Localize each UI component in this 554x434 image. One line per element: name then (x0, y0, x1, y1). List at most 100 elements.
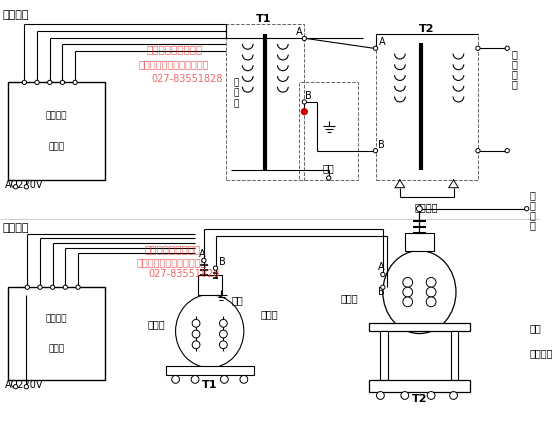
Bar (226, 25, 304, 181)
Text: 输出测量: 输出测量 (46, 314, 68, 322)
Circle shape (450, 391, 458, 399)
Circle shape (76, 286, 80, 289)
Text: B: B (219, 256, 226, 266)
Circle shape (373, 149, 378, 154)
Circle shape (202, 259, 206, 263)
Circle shape (403, 288, 413, 297)
Circle shape (219, 341, 227, 349)
Circle shape (50, 286, 55, 289)
Bar (369, 324, 470, 331)
Circle shape (476, 149, 480, 154)
Text: 控制箱: 控制箱 (49, 142, 65, 151)
Text: 027-83551828: 027-83551828 (148, 268, 220, 278)
Text: 输入端: 输入端 (147, 319, 165, 329)
Circle shape (301, 109, 307, 115)
Circle shape (505, 149, 509, 154)
Text: 测量端: 测量端 (260, 309, 278, 319)
Circle shape (191, 375, 199, 383)
Text: 干式试验变压器厂家: 干式试验变压器厂家 (146, 44, 203, 54)
Bar (8, 83, 105, 181)
Ellipse shape (383, 251, 456, 334)
Circle shape (192, 341, 200, 349)
Circle shape (192, 330, 200, 338)
Circle shape (213, 266, 218, 271)
Circle shape (38, 286, 42, 289)
Text: 原理图：: 原理图： (3, 10, 29, 20)
Text: T2: T2 (419, 23, 434, 33)
Bar (381, 331, 388, 380)
Text: 绝缘支架: 绝缘支架 (530, 348, 553, 358)
Text: B: B (377, 286, 384, 296)
Circle shape (403, 297, 413, 307)
Circle shape (417, 206, 422, 212)
Circle shape (426, 288, 436, 297)
Text: 输出测量: 输出测量 (46, 111, 68, 120)
Text: 接线图：: 接线图： (3, 222, 29, 232)
Text: B: B (378, 139, 385, 149)
Circle shape (35, 81, 39, 85)
Bar (300, 83, 358, 181)
Text: A: A (378, 37, 385, 47)
Circle shape (381, 273, 385, 277)
Bar (8, 288, 105, 380)
Circle shape (377, 391, 384, 399)
Circle shape (426, 278, 436, 288)
Circle shape (426, 297, 436, 307)
Text: 武汉凯迪正大电气有限公司: 武汉凯迪正大电气有限公司 (136, 256, 207, 266)
Circle shape (13, 185, 18, 190)
Text: T1: T1 (202, 379, 218, 389)
Text: 高
压
输
出: 高 压 输 出 (511, 49, 517, 89)
Text: A: A (378, 261, 384, 271)
Text: A: A (296, 26, 302, 36)
Text: 高
压
输
出: 高 压 输 出 (530, 189, 536, 229)
Bar (376, 35, 478, 181)
Circle shape (427, 391, 435, 399)
Circle shape (219, 330, 227, 338)
Text: 控制箱: 控制箱 (49, 343, 65, 352)
Text: AC220V: AC220V (5, 179, 43, 189)
Circle shape (24, 385, 28, 389)
Text: 接地: 接地 (231, 295, 243, 305)
Text: B: B (305, 91, 312, 101)
Circle shape (22, 81, 27, 85)
Circle shape (525, 207, 529, 211)
Circle shape (172, 375, 179, 383)
Circle shape (48, 81, 52, 85)
Text: 测量: 测量 (323, 163, 335, 173)
Circle shape (505, 47, 509, 51)
Circle shape (401, 391, 409, 399)
Circle shape (25, 286, 29, 289)
Text: 托盘: 托盘 (530, 322, 541, 332)
Circle shape (476, 47, 480, 51)
Circle shape (302, 101, 306, 105)
Circle shape (192, 320, 200, 327)
Text: T1: T1 (255, 14, 271, 24)
Circle shape (403, 278, 413, 288)
Bar (369, 380, 470, 391)
Circle shape (24, 185, 28, 190)
Circle shape (63, 286, 68, 289)
Bar (166, 366, 254, 375)
Text: T2: T2 (412, 394, 427, 404)
Text: 输
入
端: 输 入 端 (233, 78, 239, 108)
Circle shape (240, 375, 248, 383)
Bar (450, 331, 458, 380)
Circle shape (381, 286, 385, 289)
Text: 电气绝缘强度测试区: 电气绝缘强度测试区 (145, 243, 201, 253)
Circle shape (302, 37, 306, 42)
Circle shape (220, 375, 228, 383)
Text: 武汉凯迪正大电气有限公司: 武汉凯迪正大电气有限公司 (138, 59, 209, 69)
Circle shape (219, 320, 227, 327)
Circle shape (373, 47, 378, 51)
Text: 绝缘支架: 绝缘支架 (415, 202, 438, 212)
Bar (198, 276, 222, 295)
Circle shape (326, 176, 331, 181)
Ellipse shape (176, 295, 244, 368)
Circle shape (13, 385, 18, 389)
Text: 接线柱: 接线柱 (341, 292, 358, 302)
Text: 027-83551828: 027-83551828 (151, 73, 223, 83)
Circle shape (73, 81, 77, 85)
Text: AC220V: AC220V (5, 379, 43, 389)
Text: A: A (198, 249, 205, 259)
Circle shape (60, 81, 65, 85)
